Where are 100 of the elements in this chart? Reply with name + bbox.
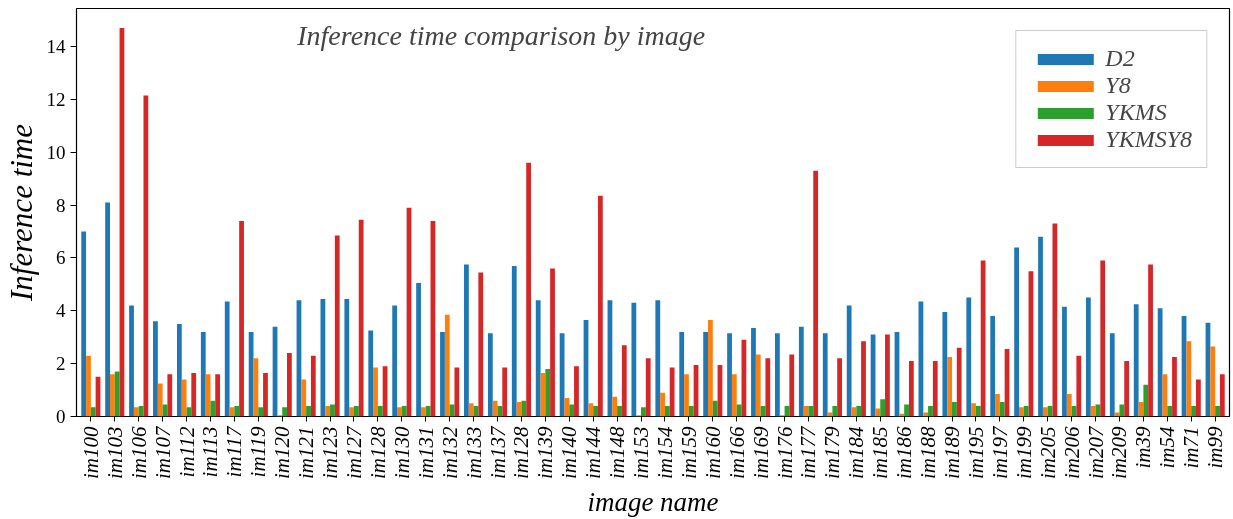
bar	[105, 202, 110, 417]
y-tick-label: 6	[56, 247, 66, 269]
bar	[440, 331, 445, 417]
bar	[210, 400, 216, 417]
x-tick-label: im166	[724, 426, 749, 479]
y-axis-title: Inference time	[3, 123, 39, 302]
bar	[258, 407, 264, 417]
x-tick-label: im128	[509, 426, 534, 479]
bar	[731, 374, 737, 417]
bar	[301, 379, 307, 417]
bar	[885, 334, 890, 417]
x-tick-label: im137	[485, 425, 510, 479]
bar	[813, 170, 819, 417]
bar	[798, 326, 804, 417]
x-tick-label: im54	[1155, 426, 1180, 469]
bar	[215, 374, 221, 417]
bar	[995, 394, 1000, 417]
x-tick-label: im107	[150, 425, 175, 479]
y-tick-label: 10	[46, 141, 66, 163]
x-tick-label: im188	[916, 426, 941, 479]
bar	[167, 374, 173, 417]
x-tick-label: im130	[389, 426, 414, 479]
bar	[751, 327, 756, 417]
x-tick-label: im154	[652, 426, 677, 479]
chart-title: Inference time comparison by image	[296, 19, 706, 51]
x-tick-label: im140	[557, 426, 582, 479]
x-tick-label: im103	[102, 426, 127, 479]
x-tick-label: im133	[461, 426, 486, 479]
bar	[248, 331, 254, 417]
bar	[593, 405, 598, 417]
bar	[511, 265, 517, 417]
bar	[282, 407, 288, 417]
bar	[377, 405, 383, 417]
legend-label: D2	[1105, 45, 1135, 72]
x-tick-label: im169	[748, 426, 773, 479]
legend-label: Y8	[1105, 72, 1131, 99]
y-tick-label: 12	[46, 88, 66, 110]
bar	[755, 354, 761, 417]
x-tick-label: im121	[294, 426, 319, 479]
bar	[1191, 405, 1197, 417]
bar	[708, 320, 713, 417]
x-tick-label: im207	[1083, 425, 1108, 479]
bar	[880, 399, 886, 417]
bar	[1090, 405, 1096, 417]
bar	[109, 374, 115, 417]
x-tick-label: im100	[78, 426, 103, 479]
bar	[234, 405, 240, 417]
bar	[908, 361, 914, 417]
bar	[712, 400, 718, 417]
bar	[153, 321, 158, 417]
bar	[397, 407, 402, 417]
bar	[1143, 384, 1149, 417]
x-tick-label: im160	[700, 426, 725, 479]
bar	[133, 407, 139, 417]
bar	[86, 355, 91, 417]
bar	[736, 404, 742, 417]
x-tick-label: im189	[940, 426, 965, 479]
x-tick-label: im186	[892, 426, 917, 479]
bar	[990, 316, 996, 417]
bar	[349, 407, 354, 417]
bar	[597, 195, 603, 417]
bar	[1052, 223, 1058, 417]
bar	[875, 408, 881, 417]
bar	[263, 372, 268, 417]
y-tick-label: 14	[46, 36, 66, 58]
bar	[856, 405, 862, 417]
bar	[444, 314, 450, 417]
y-tick-label: 2	[56, 353, 66, 375]
bar	[775, 333, 780, 417]
bar	[114, 371, 120, 417]
bar	[535, 300, 541, 417]
bar	[904, 404, 909, 417]
bar	[703, 331, 709, 417]
x-tick-label: im206	[1059, 426, 1084, 479]
x-tick-label: im71	[1179, 426, 1204, 469]
bar	[487, 333, 493, 417]
x-tick-label: im197	[987, 425, 1012, 479]
x-tick-label: im127	[341, 425, 366, 479]
bar	[1042, 407, 1048, 417]
bar	[1062, 306, 1067, 417]
bar	[425, 405, 431, 417]
bar	[952, 401, 957, 417]
bar	[617, 405, 622, 417]
x-tick-label: im148	[605, 426, 630, 479]
bar	[1215, 405, 1220, 417]
x-tick-label: im112	[174, 426, 199, 478]
bar	[502, 367, 508, 417]
bar	[1076, 355, 1082, 417]
bar	[224, 301, 230, 417]
y-tick-label: 8	[56, 194, 66, 216]
bar	[1119, 404, 1125, 417]
bar	[1210, 346, 1216, 417]
bar	[306, 405, 311, 417]
bar	[837, 358, 842, 417]
bar	[358, 219, 364, 417]
bar	[1167, 405, 1173, 417]
bar	[368, 330, 374, 417]
x-tick-label: im185	[868, 426, 893, 479]
bar	[789, 354, 795, 417]
bar	[1186, 341, 1192, 417]
